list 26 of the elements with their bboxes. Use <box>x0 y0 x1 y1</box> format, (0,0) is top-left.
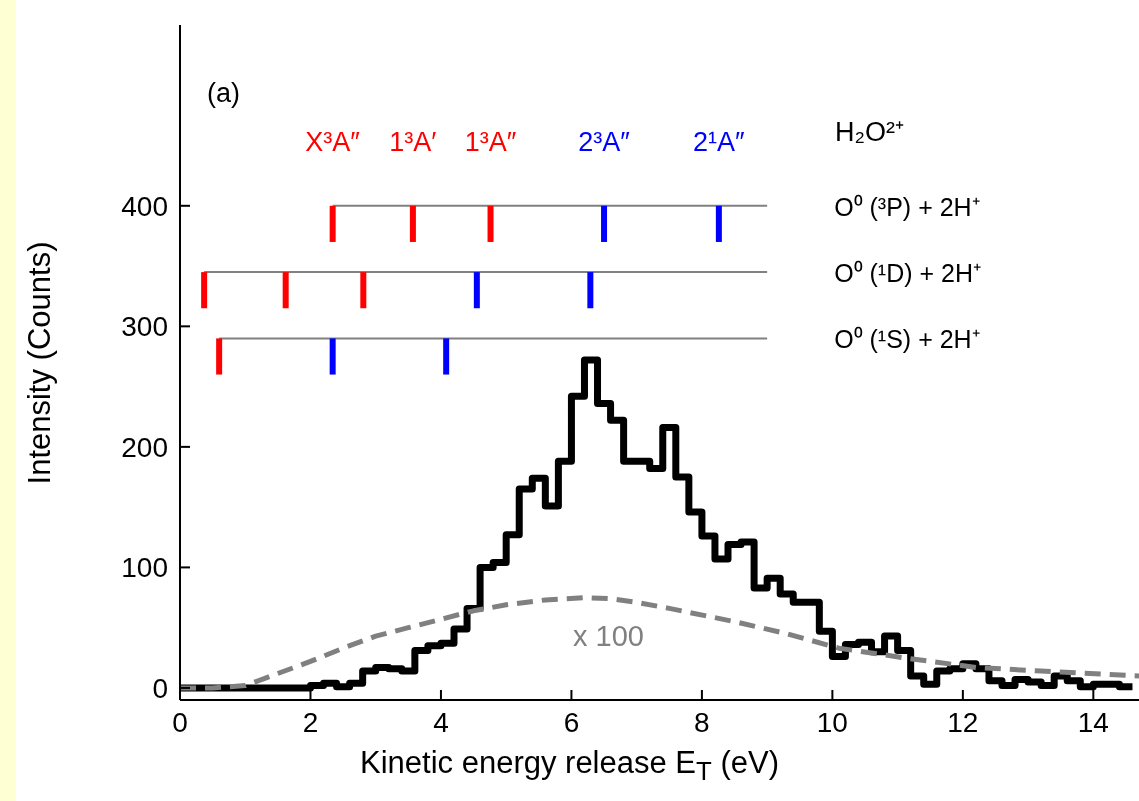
x-tick-label: 14 <box>1077 706 1109 738</box>
y-tick-label: 100 <box>121 552 168 584</box>
x-tick-label: 6 <box>563 706 580 738</box>
x-tick-label: 8 <box>694 706 710 738</box>
text: X³A″ <box>305 126 361 157</box>
y-tick-label: 0 <box>152 672 168 704</box>
y-tick-label: 300 <box>121 311 168 343</box>
text: 1³A″ <box>464 126 517 157</box>
y-tick-label: 400 <box>121 190 168 222</box>
x-tick-label: 4 <box>433 706 449 738</box>
annotation: H₂O²⁺ <box>835 116 904 149</box>
x-tick-label: 2 <box>302 706 319 738</box>
text: 1³A′ <box>389 126 437 157</box>
y-axis-title: Intensity (Counts) <box>22 241 58 484</box>
y-tick-label: 200 <box>121 431 168 463</box>
annotation: (a) <box>207 78 240 109</box>
text: O⁰ (¹S) + 2H⁺ <box>834 325 980 354</box>
x-tick-label: 0 <box>172 706 188 738</box>
text: 2¹A″ <box>693 126 746 157</box>
x-tick-label: 10 <box>816 706 848 738</box>
annotation: x 100 <box>573 620 644 653</box>
text: O⁰ (³P) + 2H⁺ <box>834 192 980 221</box>
x-tick-label: 12 <box>947 706 979 738</box>
text: 2³A″ <box>578 126 631 157</box>
x-axis-title: Kinetic energy release E$_{T}$ (eV) <box>360 745 779 787</box>
text: O⁰ (¹D) + 2H⁺ <box>834 259 982 288</box>
